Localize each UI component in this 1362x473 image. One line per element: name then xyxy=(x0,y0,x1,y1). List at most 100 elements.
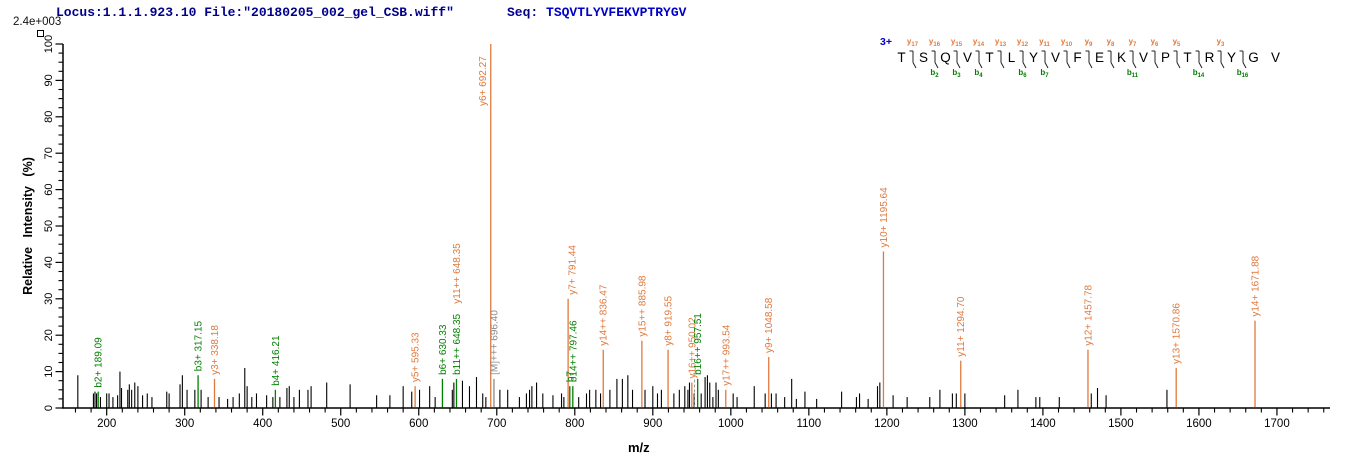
y-ion-label: y9 xyxy=(1084,37,1093,48)
residue-t-5: T xyxy=(983,36,996,80)
residue-letter: F xyxy=(1073,50,1082,65)
peak-label-y16-950-02: y16++ 950.02 xyxy=(687,317,698,379)
b-ion-label: b11 xyxy=(1126,68,1139,79)
y-tick-label: 30 xyxy=(43,293,55,305)
cleavage-mark xyxy=(930,49,939,69)
cleavage-mark xyxy=(1018,49,1027,69)
residue-letter: V xyxy=(1270,50,1280,65)
y-tick-label: 60 xyxy=(43,183,55,195)
cleavage-mark-icon xyxy=(997,50,1005,69)
ion-index: 3 xyxy=(1221,42,1225,48)
residue-q-3: Q xyxy=(939,36,952,80)
cleavage-site-13: y5 xyxy=(1172,36,1181,80)
ion-index: 3 xyxy=(957,73,961,79)
ion-index: 14 xyxy=(1197,73,1205,79)
x-tick-label: 500 xyxy=(331,418,350,430)
cleavage-site-15: y3 xyxy=(1216,36,1225,80)
ion-index: 2 xyxy=(935,73,939,79)
peak-label-y13-1570-86: y13+ 1570.86 xyxy=(1172,303,1183,364)
cleavage-mark-icon xyxy=(1063,50,1071,69)
ion-index: 6 xyxy=(1155,42,1159,48)
residue-v-18: V xyxy=(1269,36,1282,80)
residue-v-4: V xyxy=(961,36,974,80)
cleavage-mark xyxy=(1128,49,1137,69)
residue-letter: V xyxy=(1050,50,1060,65)
y-tick-label: 10 xyxy=(43,365,55,377)
residue-letter: E xyxy=(1094,50,1104,65)
ion-index: 16 xyxy=(933,42,941,48)
peak-label-y11-648-35: y11++ 648.35 xyxy=(452,243,463,304)
residue-letter: Y xyxy=(1226,50,1236,65)
seq-label-prefix: Seq: xyxy=(507,5,547,20)
b-ion-label: b14 xyxy=(1192,68,1205,79)
x-tick-label: 400 xyxy=(253,418,272,430)
ion-index: 4 xyxy=(979,73,983,79)
cleavage-mark xyxy=(1194,49,1203,69)
y-tick-label: 90 xyxy=(43,74,55,86)
x-tick-label: 800 xyxy=(565,418,584,430)
cleavage-mark-icon xyxy=(1173,50,1181,69)
residue-g-17: G xyxy=(1247,36,1260,80)
residue-letter: K xyxy=(1116,50,1126,65)
y-ion-label: y13 xyxy=(994,37,1007,48)
residue-v-8: V xyxy=(1049,36,1062,80)
ion-index: 6 xyxy=(1023,73,1027,79)
ion-index: 7 xyxy=(1045,73,1049,79)
cleavage-site-16: b16 xyxy=(1237,36,1249,80)
residue-letter: Y xyxy=(1028,50,1038,65)
cleavage-mark-icon xyxy=(1195,50,1203,69)
cleavage-site-2: y16 b2 xyxy=(929,36,941,80)
residue-spacer xyxy=(1260,36,1269,80)
cleavage-site-1: y17 xyxy=(906,36,919,80)
y-tick-label: 40 xyxy=(43,256,55,268)
b-ion-label: b7 xyxy=(1040,68,1049,79)
x-tick-label: 1100 xyxy=(796,418,821,430)
x-tick-label: 1700 xyxy=(1264,418,1290,430)
seq-value: TSQVTLYVFEKVPTRYGV xyxy=(546,5,687,20)
residue-letter: R xyxy=(1204,50,1215,65)
residue-letter: P xyxy=(1160,50,1170,65)
x-tick-label: 1400 xyxy=(1030,418,1056,430)
y-ion-label: y14 xyxy=(972,37,985,48)
cleavage-mark xyxy=(996,49,1005,69)
residue-letter: S xyxy=(918,50,928,65)
ion-index: 16 xyxy=(1241,73,1249,79)
peak-label-b3-317-15: b3+ 317.15 xyxy=(194,320,205,371)
y-ion-label: y17 xyxy=(906,37,919,48)
precursor-charge: 3+ xyxy=(880,36,892,48)
cleavage-mark xyxy=(908,49,917,69)
residue-y-16: Y xyxy=(1225,36,1238,80)
b-ion-label: b2 xyxy=(930,68,939,79)
cleavage-mark-icon xyxy=(1107,50,1115,69)
y-ion-label: y11 xyxy=(1039,37,1050,48)
ion-index: 7 xyxy=(1133,42,1137,48)
y-tick-label: 100 xyxy=(43,35,55,53)
cleavage-mark xyxy=(974,49,983,69)
y-ion-label: y5 xyxy=(1172,37,1181,48)
peak-label-y3-338-18: y3+ 338.18 xyxy=(210,325,221,375)
peak-label-b4-416-21: b4+ 416.21 xyxy=(271,335,282,386)
residue-y-7: Y xyxy=(1027,36,1040,80)
peak-label-y14-1671-88: y14+ 1671.88 xyxy=(1251,255,1262,316)
x-tick-label: 600 xyxy=(409,418,428,430)
x-tick-label: 700 xyxy=(487,418,506,430)
peak-label-y15-885-98: y15++ 885.98 xyxy=(637,275,648,337)
max-intensity-label: 2.4e+003 xyxy=(13,16,62,28)
cleavage-mark-icon xyxy=(1217,50,1225,69)
cleavage-mark xyxy=(1172,49,1181,69)
cleavage-mark-icon xyxy=(909,50,917,69)
residue-r-15: R xyxy=(1203,36,1216,80)
peak-label-y12-1457-78: y12+ 1457.78 xyxy=(1083,284,1094,345)
residue-e-10: E xyxy=(1093,36,1106,80)
cleavage-mark-icon xyxy=(1151,50,1159,69)
y-ion-label: y15 xyxy=(950,37,963,48)
y-axis-title: Relative Intensity (%) xyxy=(21,157,35,295)
peak-label-y6-692-27: y6+ 692.27 xyxy=(478,56,489,106)
cleavage-site-10: y8 xyxy=(1106,36,1115,80)
x-tick-label: 1000 xyxy=(718,418,744,430)
y-tick-label: 0 xyxy=(43,405,55,411)
cleavage-mark-icon xyxy=(1129,50,1137,69)
residue-letter: V xyxy=(962,50,972,65)
y-ion-label: y12 xyxy=(1016,37,1029,48)
